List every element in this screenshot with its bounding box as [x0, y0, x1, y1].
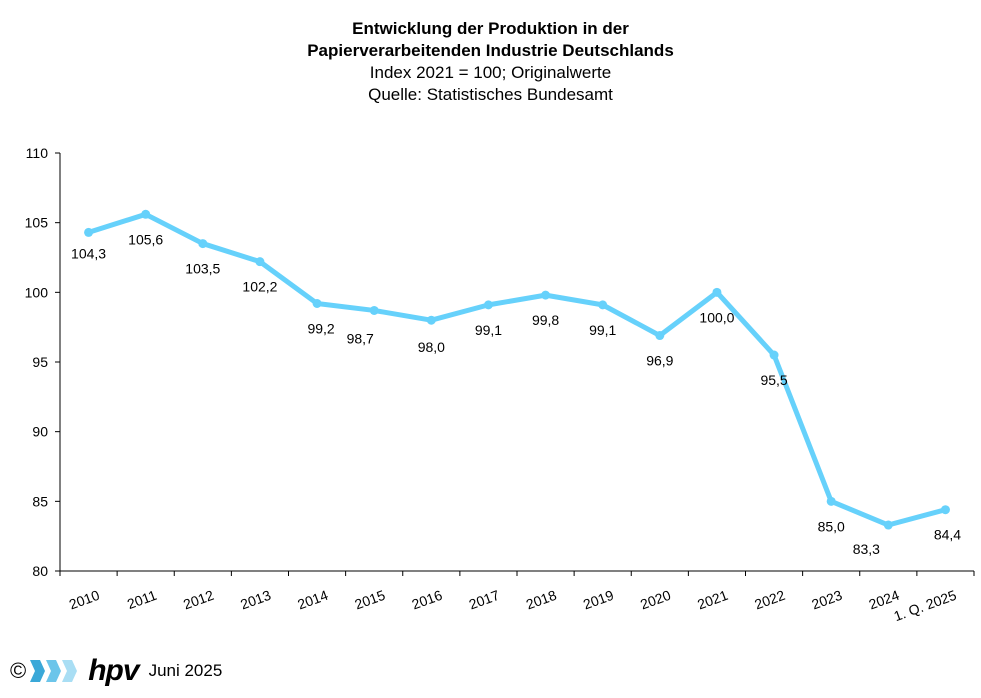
- x-tick-label: 2014: [295, 587, 330, 613]
- x-tick-label: 2021: [695, 587, 730, 613]
- data-label: 100,0: [699, 309, 734, 325]
- data-label: 95,5: [760, 372, 787, 388]
- x-tick-label: 2022: [752, 587, 787, 613]
- hpv-logo-icon: [30, 658, 82, 684]
- data-label: 103,5: [185, 261, 220, 277]
- data-point: [312, 298, 322, 308]
- data-label: 105,6: [128, 231, 163, 247]
- data-point: [198, 239, 208, 249]
- data-point: [141, 209, 151, 219]
- data-point: [712, 287, 722, 297]
- copyright-symbol: ©: [10, 658, 27, 683]
- data-label: 104,3: [71, 245, 106, 261]
- y-tick-label: 85: [32, 493, 48, 509]
- y-tick-label: 100: [25, 284, 49, 300]
- data-point: [426, 315, 436, 325]
- y-tick-label: 110: [26, 145, 49, 161]
- y-tick-label: 95: [32, 354, 48, 370]
- y-tick-label: 80: [32, 563, 48, 579]
- footer-date: Juni 2025: [148, 661, 223, 680]
- line-chart: 80 85 90 95 100 105 110 2010 2011 2012 2013 2014 201…: [25, 145, 975, 624]
- data-point: [255, 257, 265, 267]
- x-tick-label: 2016: [410, 587, 445, 613]
- x-tick-label: 2015: [352, 587, 387, 613]
- hpv-logo-text: hpv: [88, 654, 139, 687]
- data-label: 96,9: [646, 353, 673, 369]
- data-point: [655, 331, 665, 341]
- data-label: 102,2: [242, 279, 277, 295]
- footer: © hpv Juni 2025: [10, 654, 222, 688]
- data-label: 99,1: [475, 322, 502, 338]
- x-tick-label: 2019: [581, 587, 616, 613]
- data-label: 83,3: [853, 541, 880, 557]
- x-tick-label: 2011: [125, 587, 159, 612]
- x-tick-label: 2013: [238, 587, 273, 613]
- data-point: [826, 496, 836, 506]
- data-label: 84,4: [934, 527, 961, 543]
- series-line: [86, 211, 948, 528]
- chart-titles: Entwicklung der Produktion in der Papier…: [0, 18, 981, 106]
- data-label: 99,8: [532, 312, 559, 328]
- x-tick-label: 1. Q. 2025: [892, 587, 959, 624]
- data-point: [541, 290, 551, 300]
- x-tick-label: 2012: [181, 587, 216, 613]
- x-tick-label: 2020: [638, 587, 673, 613]
- data-label: 99,2: [307, 320, 334, 336]
- logo-chevron: [62, 660, 78, 682]
- data-point: [369, 305, 379, 315]
- x-tick-label: 2017: [467, 587, 502, 613]
- data-point: [483, 300, 493, 310]
- chart-source: Quelle: Statistisches Bundesamt: [368, 85, 613, 104]
- data-point: [883, 520, 893, 530]
- x-tick-label: 2023: [809, 587, 844, 613]
- data-label: 85,0: [818, 518, 845, 534]
- data-label: 98,7: [347, 330, 374, 346]
- data-point: [940, 505, 950, 515]
- data-point: [84, 227, 94, 237]
- x-tick-label: 2010: [67, 587, 102, 613]
- logo-chevron: [30, 660, 46, 682]
- logo-chevron: [46, 660, 62, 682]
- y-tick-label: 90: [32, 424, 48, 440]
- data-label: 99,1: [589, 322, 616, 338]
- chart-subtitle: Index 2021 = 100; Originalwerte: [369, 63, 612, 82]
- data-point: [769, 350, 779, 360]
- data-point: [598, 300, 608, 310]
- y-tick-label: 105: [25, 215, 49, 231]
- chart-title: Entwicklung der Produktion in der: [352, 19, 629, 38]
- chart-title-line2: Papierverarbeitenden Industrie Deutschla…: [307, 41, 674, 60]
- x-tick-label: 2018: [524, 587, 559, 613]
- data-label: 98,0: [418, 339, 445, 355]
